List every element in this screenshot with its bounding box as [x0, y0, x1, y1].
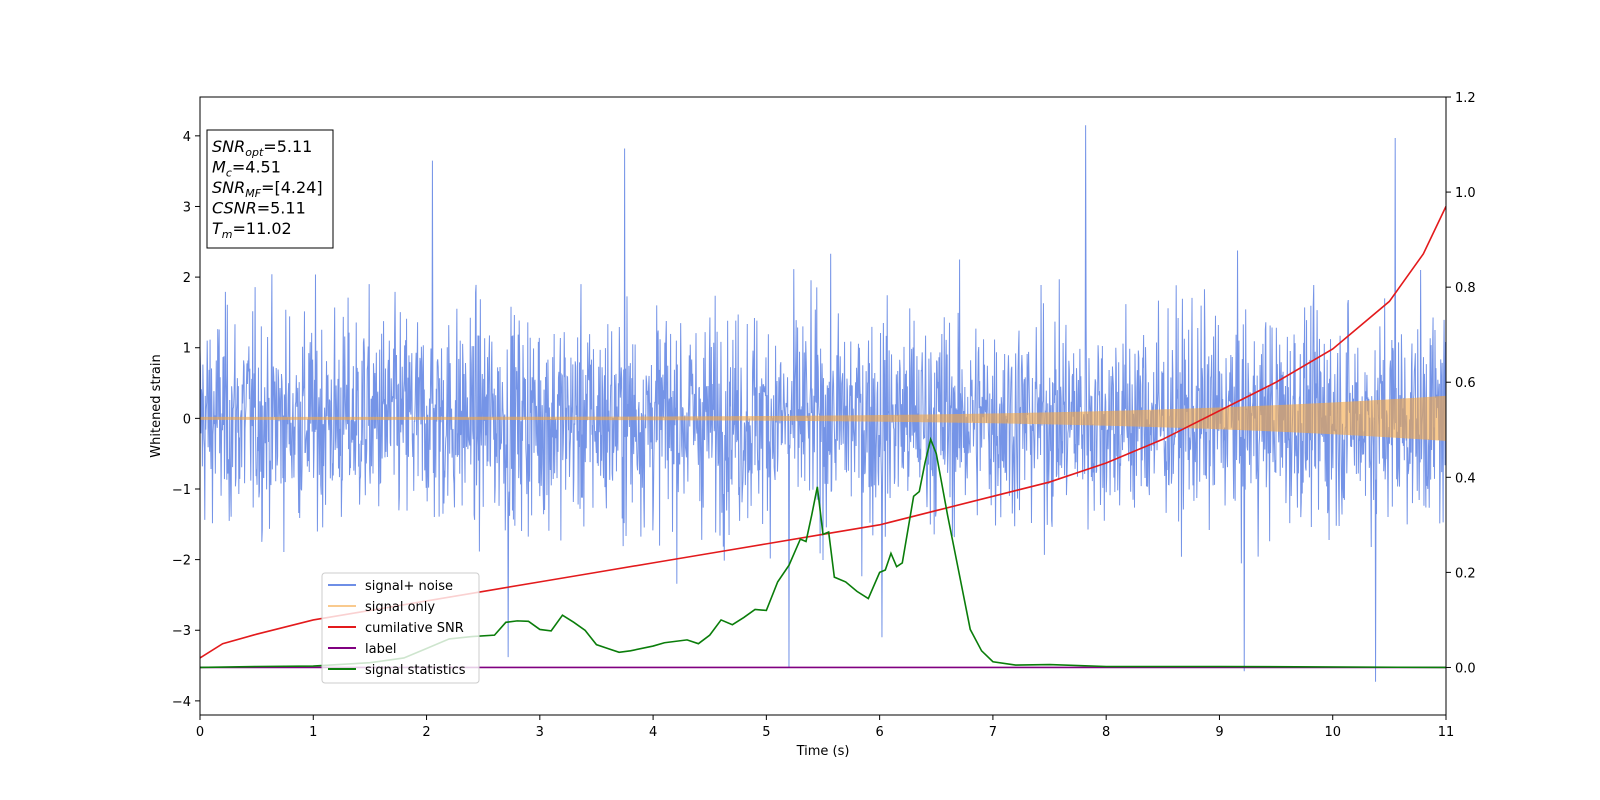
y2-tick-label: 0.8	[1455, 281, 1476, 296]
legend-label: label	[365, 642, 396, 657]
x-tick-label: 10	[1324, 725, 1341, 740]
info-line: Mc=4.51	[212, 158, 281, 180]
x-tick-label: 1	[309, 725, 317, 740]
legend-frame	[321, 572, 480, 684]
x-axis: 0 1 2 3 4 5 6 7 8 9 10 11	[196, 715, 1454, 740]
y-tick-label: 1	[183, 342, 191, 357]
info-line: Tm=11.02	[212, 219, 292, 241]
y2-tick-label: 1.2	[1455, 91, 1476, 106]
x-tick-label: 5	[762, 725, 770, 740]
x-tick-label: 9	[1215, 725, 1223, 740]
y-tick-label: 4	[183, 130, 191, 145]
y-tick-label: −2	[172, 554, 191, 569]
y-tick-label: 0	[183, 412, 191, 427]
info-line: SNRopt=5.11	[212, 137, 312, 159]
y-tick-label: 2	[183, 271, 191, 286]
y2-tick-label: 0.4	[1455, 471, 1476, 486]
x-tick-label: 2	[422, 725, 430, 740]
x-tick-label: 0	[196, 725, 204, 740]
x-tick-label: 8	[1102, 725, 1110, 740]
x-axis-label: Time (s)	[796, 744, 850, 759]
y-tick-label: −3	[172, 624, 191, 639]
y-tick-label: 3	[183, 200, 191, 215]
x-tick-label: 6	[875, 725, 883, 740]
legend-label: signal+ noise	[365, 579, 453, 594]
x-tick-label: 7	[989, 725, 997, 740]
info-box-frame	[206, 129, 334, 249]
series-signal-only	[200, 395, 1446, 441]
x-tick-label: 3	[536, 725, 544, 740]
y2-tick-label: 0.6	[1455, 376, 1476, 391]
y2-tick-label: 1.0	[1455, 186, 1476, 201]
x-tick-label: 11	[1438, 725, 1455, 740]
legend-label: cumilative SNR	[365, 621, 464, 636]
info-line: CSNR=5.11	[212, 199, 306, 218]
y-axis-right: 0.0 0.2 0.4 0.6 0.8 1.0 1.2	[1446, 91, 1476, 676]
y-axis-label: Whitened strain	[149, 354, 164, 457]
legend-label: signal only	[365, 600, 435, 615]
info-line: SNRMF=[4.24]	[212, 178, 323, 200]
series-signal-statistics	[200, 436, 1446, 669]
y2-tick-label: 0.2	[1455, 566, 1476, 581]
y-tick-label: −1	[172, 483, 191, 498]
legend: signal+ noise signal only cumilative SNR la…	[321, 572, 480, 684]
legend-label: signal statistics	[365, 663, 466, 678]
y-tick-label: −4	[172, 695, 191, 710]
y2-tick-label: 0.0	[1455, 661, 1476, 676]
x-tick-label: 4	[649, 725, 657, 740]
info-box: SNRopt=5.11Mc=4.51SNRMF=[4.24]CSNR=5.11T…	[206, 129, 334, 249]
y-axis-left: −4 −3 −2 −1 0 1 2 3 4	[172, 130, 200, 710]
plot-frame	[199, 96, 1447, 716]
